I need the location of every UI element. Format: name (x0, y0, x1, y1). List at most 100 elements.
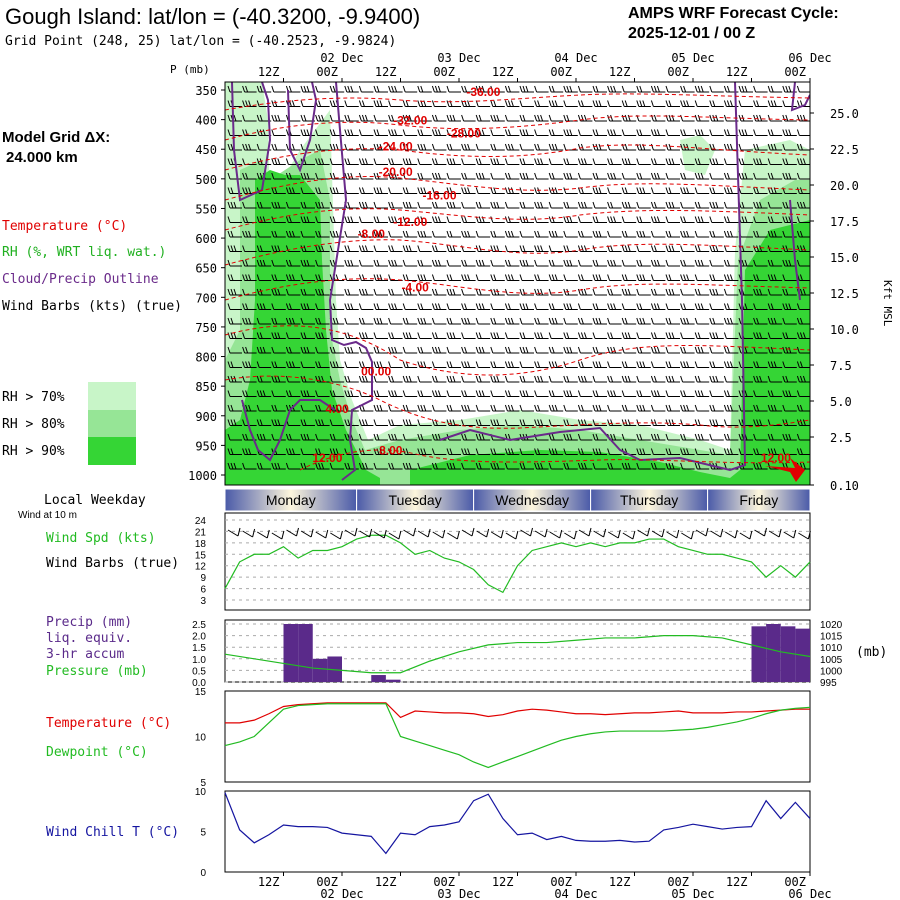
wind-barb-flag (271, 404, 275, 412)
wind-barb (271, 332, 286, 339)
wind-barb-flag (583, 288, 587, 296)
wind-barb (782, 172, 797, 180)
wind-barb-flag (726, 143, 730, 151)
wind-barb-flag (636, 274, 640, 281)
wind-barb (446, 85, 461, 93)
temperature-isotherm-lines (225, 93, 810, 471)
wind-barb-flag (577, 158, 581, 165)
wind-barb-flag (478, 259, 482, 267)
wind-barb (490, 158, 505, 165)
wind-barb-flag (540, 332, 544, 339)
wind-barb-flag (580, 201, 584, 209)
wind-barb-flag (344, 216, 348, 223)
wind-barb-flag (621, 274, 625, 281)
wind-barb-flag (741, 85, 745, 93)
wind-barb-flag (680, 245, 684, 252)
wind-barb (402, 346, 418, 354)
wind-barb (242, 230, 257, 238)
wind-barb (475, 158, 491, 165)
wind-barb-flag (227, 129, 231, 136)
wind-barb-flag (767, 303, 771, 310)
wind-barb-flag (259, 288, 263, 296)
wind-speed-tick-label: 9 (200, 573, 206, 584)
wind-barb (388, 230, 403, 238)
surface-wind-barb (505, 530, 519, 540)
wind-barb (694, 259, 710, 267)
wind-barb-flag (461, 216, 465, 223)
wind-barb-flag (259, 332, 263, 339)
wind-barb-flag (256, 201, 260, 209)
wind-barb-flag (621, 245, 625, 252)
wind-barb-flag (461, 143, 465, 151)
wind-barb-flag (756, 288, 760, 296)
wind-barb (577, 201, 593, 209)
cloud-outline (790, 82, 810, 112)
wind-barb-flag (782, 448, 786, 455)
wind-barb-flag (624, 274, 628, 281)
wind-barb-flag (437, 172, 441, 180)
wind-barb-flag (461, 404, 465, 412)
wind-barb-flag (726, 361, 730, 368)
wind-barb (402, 303, 418, 310)
wind-barb-flag (700, 390, 704, 397)
wind-barb-flag (613, 172, 617, 180)
wind-barb-flag (481, 129, 485, 136)
wind-barb-flag (481, 85, 485, 93)
wind-barb-flag (431, 448, 435, 455)
wind-barb-flag (744, 346, 748, 354)
wind-barb-flag (773, 361, 777, 368)
wind-barb-flag (256, 375, 260, 383)
wind-barb-flag (350, 346, 354, 354)
wind-barb-flag (285, 375, 289, 383)
wind-barb (475, 419, 491, 426)
wind-barb-flag (300, 143, 304, 151)
wind-barb-flag (271, 114, 275, 122)
wind-barb-flag (680, 187, 684, 194)
wind-barb (373, 346, 388, 354)
wind-barb (300, 259, 315, 267)
wind-barb-flag (245, 187, 249, 194)
wind-barb-flag (624, 187, 628, 194)
wind-barb-flag (548, 346, 552, 354)
wind-barb (782, 317, 797, 325)
wind-barb-flag (534, 259, 538, 267)
model-grid-value: 24.000 km (6, 149, 78, 166)
wind-barb-flag (551, 404, 555, 412)
wind-barb (300, 346, 315, 354)
surface-wind-barb-flag (603, 528, 607, 538)
wind-barb-flag (668, 448, 672, 455)
wind-barb-flag (271, 288, 275, 296)
wind-barb-flag (668, 230, 672, 238)
wind-barb (329, 230, 345, 238)
wind-barb (665, 245, 680, 252)
wind-barb-flag (230, 158, 234, 165)
surface-wind-barb-staff (622, 532, 634, 540)
wind-barb-flag (592, 230, 596, 238)
wind-barb-flag (563, 404, 567, 412)
wind-barb (417, 85, 432, 93)
wind-barb (461, 419, 476, 426)
wind-barb (417, 274, 432, 281)
wind-barb (475, 201, 491, 209)
wind-barb (285, 317, 301, 325)
wind-barb-flag (522, 114, 526, 122)
wind-barb-flag (475, 187, 479, 194)
wind-barb (227, 361, 242, 368)
wind-barb-flag (627, 288, 631, 296)
temperature-tick-label: 10 (195, 733, 207, 744)
wind-barb-flag (285, 361, 289, 368)
wind-barb-flag (563, 274, 567, 281)
wind-barb-flag (753, 274, 757, 281)
wind-barb-flag (610, 288, 614, 296)
wind-barb (285, 332, 301, 339)
cloud-outlines (231, 82, 810, 481)
wind-barb-flag (738, 158, 742, 165)
wind-barb-flag (598, 317, 602, 325)
wind-barb-flag (577, 129, 581, 136)
wind-barb (417, 433, 432, 441)
wind-barb (621, 274, 637, 281)
wind-barb-flag (534, 129, 538, 136)
wind-barb-flag (233, 375, 237, 383)
wind-barb-flag (504, 375, 508, 383)
wind-barb-flag (519, 85, 523, 93)
